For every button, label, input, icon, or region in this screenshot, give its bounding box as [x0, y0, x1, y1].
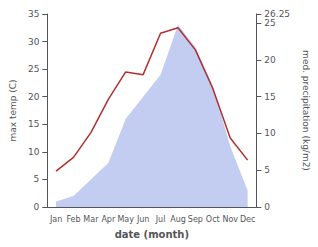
svg-text:15: 15 — [264, 92, 275, 102]
svg-text:May: May — [117, 215, 134, 224]
svg-text:Jun: Jun — [136, 215, 150, 224]
svg-text:0: 0 — [34, 202, 40, 212]
svg-text:25: 25 — [264, 18, 275, 28]
svg-text:30: 30 — [28, 37, 40, 47]
svg-text:Nov: Nov — [222, 215, 238, 224]
svg-text:15: 15 — [28, 119, 39, 129]
svg-text:Dec: Dec — [240, 215, 255, 224]
svg-text:Feb: Feb — [66, 215, 80, 224]
svg-text:med. precipitation (kg/m2): med. precipitation (kg/m2) — [301, 50, 311, 171]
svg-text:35: 35 — [28, 9, 39, 19]
svg-text:5: 5 — [34, 174, 40, 184]
svg-text:Sep: Sep — [188, 215, 203, 224]
svg-text:20: 20 — [28, 92, 40, 102]
svg-text:max temp (C): max temp (C) — [8, 79, 18, 141]
svg-text:26.25: 26.25 — [264, 9, 290, 19]
svg-text:Jan: Jan — [49, 215, 62, 224]
svg-text:Mar: Mar — [83, 215, 99, 224]
svg-text:Jul: Jul — [155, 215, 166, 224]
svg-text:date (month): date (month) — [115, 229, 189, 240]
svg-text:0: 0 — [264, 202, 270, 212]
svg-text:Aug: Aug — [170, 215, 186, 224]
svg-text:10: 10 — [28, 147, 40, 157]
svg-text:Oct: Oct — [206, 215, 220, 224]
svg-text:20: 20 — [264, 55, 276, 65]
svg-text:25: 25 — [28, 64, 39, 74]
svg-text:10: 10 — [264, 128, 276, 138]
svg-text:Apr: Apr — [101, 215, 116, 224]
svg-text:5: 5 — [264, 165, 270, 175]
